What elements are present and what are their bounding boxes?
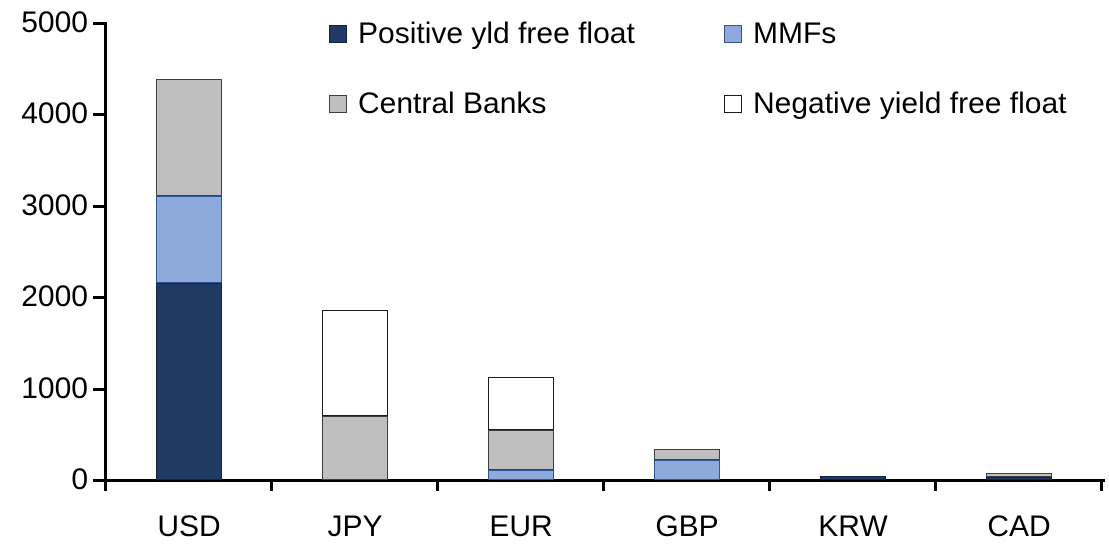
legend-label: Positive yld free float	[358, 17, 635, 50]
bar-segment-eur-negative-yield-free-float	[488, 377, 554, 431]
y-axis-tick-label: 3000	[21, 188, 88, 222]
legend-swatch-negative-yield-free-float	[724, 95, 742, 113]
x-axis-label-usd: USD	[157, 510, 221, 543]
bar-segment-eur-central-banks	[488, 430, 554, 470]
x-tick-mark	[768, 480, 771, 491]
y-axis-tick-label: 2000	[21, 280, 88, 314]
bar-segment-gbp-central-banks	[654, 449, 720, 461]
bar-segment-usd-central-banks	[156, 78, 222, 197]
bar-segment-gbp-mmfs	[654, 460, 720, 480]
legend-item-mmfs: MMFs	[724, 16, 836, 52]
legend-item-negative-yield-free-float: Negative yield free float	[724, 86, 1067, 122]
y-axis-tick-label: 4000	[21, 97, 88, 131]
x-tick-mark	[602, 480, 605, 491]
bar-segment-krw-positive-yld-free-float	[820, 476, 886, 480]
x-axis-label-eur: EUR	[489, 510, 553, 543]
legend-label: MMFs	[753, 17, 837, 50]
bar-segment-jpy-negative-yield-free-float	[322, 309, 388, 416]
x-axis-label-cad: CAD	[987, 510, 1051, 543]
y-axis-tick-label: 0	[71, 463, 88, 496]
y-axis-tick-label: 1000	[21, 371, 88, 405]
bar-segment-cad-positive-yld-free-float	[986, 477, 1052, 480]
bar-segment-cad-central-banks	[986, 473, 1052, 478]
bar-segment-jpy-central-banks	[322, 416, 388, 480]
x-tick-mark	[104, 480, 107, 491]
x-tick-mark	[1100, 480, 1103, 491]
x-axis-label-jpy: JPY	[327, 510, 383, 543]
y-axis-line	[104, 22, 107, 491]
legend-label: Negative yield free float	[753, 87, 1067, 120]
y-tick-mark	[93, 113, 104, 117]
y-tick-mark	[93, 22, 104, 25]
y-tick-mark	[93, 479, 104, 482]
y-tick-mark	[93, 387, 104, 391]
legend-item-central-banks: Central Banks	[329, 86, 546, 122]
legend-swatch-central-banks	[329, 95, 347, 113]
x-axis-label-gbp: GBP	[655, 510, 719, 543]
x-axis-label-krw: KRW	[818, 510, 888, 543]
bar-segment-usd-positive-yld-free-float	[156, 282, 222, 480]
y-tick-mark	[93, 204, 104, 208]
x-tick-mark	[934, 480, 937, 491]
y-tick-mark	[93, 296, 104, 300]
x-tick-mark	[270, 480, 273, 491]
legend-swatch-mmfs	[724, 25, 742, 43]
y-axis-tick-label: 5000	[21, 6, 88, 39]
bar-segment-usd-mmfs	[156, 196, 222, 283]
x-tick-mark	[436, 480, 439, 491]
legend-swatch-positive-yld-free-float	[329, 25, 347, 43]
legend-item-positive-yld-free-float: Positive yld free float	[329, 16, 635, 52]
legend-label: Central Banks	[358, 87, 547, 120]
bar-segment-eur-mmfs	[488, 469, 554, 480]
